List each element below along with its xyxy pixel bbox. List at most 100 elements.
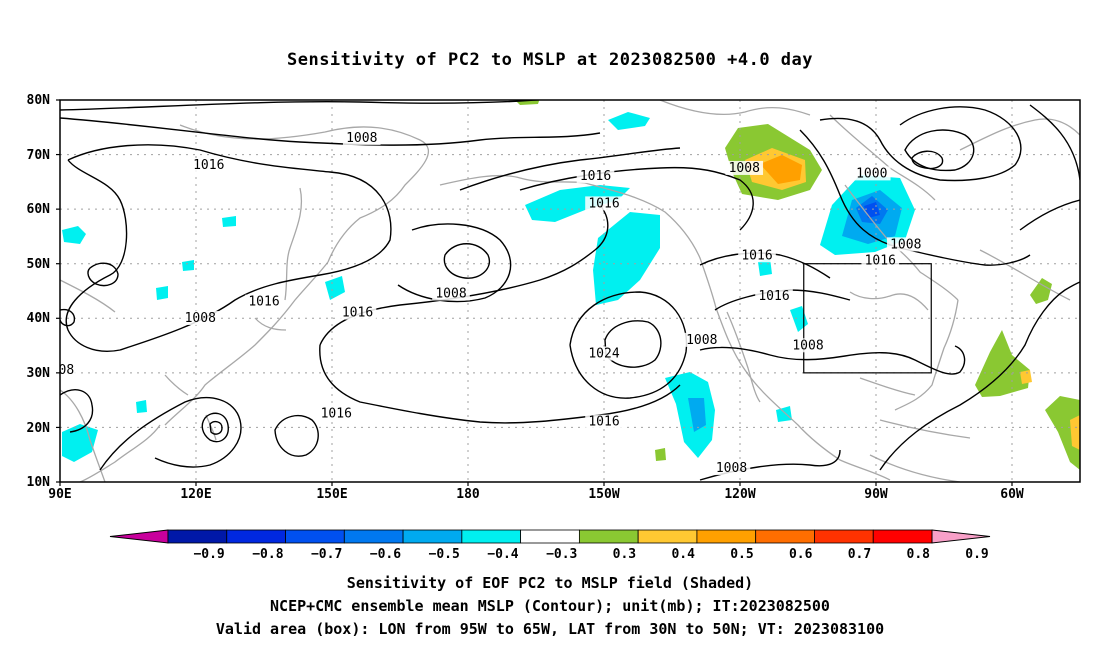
negative-sensitivity-area: [136, 400, 147, 413]
contour-label-background: [585, 414, 623, 429]
caption-valid-area: Valid area (box): LON from 95W to 65W, L…: [215, 620, 885, 638]
contour-label-background: [725, 160, 764, 175]
lat-label: 20N: [27, 421, 51, 436]
colorbar-swatch: [343, 529, 404, 544]
contour-label-background: [189, 158, 228, 173]
contour-label-background: [886, 237, 925, 252]
contour-label: 1008: [792, 338, 823, 353]
contour-label: 1016: [193, 158, 224, 173]
contour-label: 1008: [716, 461, 747, 476]
colorbar-swatch: [755, 529, 815, 544]
colorbar-label: −0.5: [429, 547, 460, 562]
caption-contour: NCEP+CMC ensemble mean MSLP (Contour); u…: [270, 597, 830, 615]
colorbar-swatch: [226, 529, 286, 544]
lat-label: 80N: [27, 93, 51, 108]
contour-label: 1016: [342, 306, 373, 321]
lon-label: 90E: [48, 487, 71, 502]
contour-label: 1008: [686, 333, 717, 348]
contour-label-background: [245, 294, 283, 309]
contour-label: 1008: [890, 237, 921, 252]
colorbar-swatch: [461, 529, 522, 544]
colorbar-swatch: [520, 529, 580, 544]
negative-sensitivity-area: [525, 185, 630, 222]
contour-label-background: [181, 311, 220, 326]
negative-sensitivity-area: [222, 216, 236, 227]
contour-label: 1016: [580, 169, 611, 184]
contour-label: 1008: [435, 286, 466, 301]
lat-label: 10N: [27, 475, 51, 490]
negative-sensitivity-area: [62, 226, 86, 244]
contour-label-background: [861, 253, 900, 268]
lat-label: 60N: [27, 202, 51, 217]
positive-sensitivity-area: [760, 155, 802, 184]
lon-label: 60W: [1000, 487, 1024, 502]
coastlines: [60, 100, 1080, 482]
contour-label-background: [432, 286, 470, 301]
lon-label: 180: [456, 487, 480, 502]
colorbar-label: 0.3: [613, 547, 636, 562]
negative-sensitivity-area: [62, 424, 98, 462]
contour-label-background: [317, 406, 356, 421]
map-plot-area: 1008 1016 1016 1016 1008 1000 1008 1016 1016 1016…: [59, 100, 1080, 482]
lat-label: 40N: [27, 311, 51, 326]
colorbar-high-extension: [931, 529, 991, 544]
negative-sensitivity-area: [758, 258, 772, 276]
negative-sensitivity-area: [665, 372, 715, 458]
colorbar-labels: −0.9 −0.8 −0.7 −0.6 −0.5 −0.4 −0.3 0.3 0.4 0.5 0.6…: [193, 547, 988, 562]
colorbar-swatch: [578, 529, 639, 544]
contour-labels: 1008 1016 1016 1016 1008 1000 1008 1016 1016 1016…: [59, 130, 925, 476]
colorbar-swatch: [872, 529, 933, 544]
contour-label: 1016: [741, 248, 772, 263]
colorbar-label: 0.7: [848, 547, 871, 562]
colorbar-label: 0.4: [671, 547, 695, 562]
colorbar-swatch: [696, 529, 757, 544]
positive-sensitivity-area: [1030, 278, 1052, 304]
contour-label-background: [789, 338, 827, 353]
map-frame: [59, 99, 1081, 483]
negative-sensitivity-area: [593, 212, 660, 305]
negative-sensitivity-area: [156, 286, 168, 300]
colorbar-label: −0.4: [487, 547, 518, 562]
colorbar-label: 0.8: [907, 547, 931, 562]
contour-label-background: [338, 305, 377, 320]
colorbar-swatch: [167, 529, 228, 544]
contour-label: 1016: [321, 407, 352, 422]
caption-shading: Sensitivity of EOF PC2 to MSLP field (Sh…: [346, 574, 754, 592]
colorbar-label: 0.6: [789, 547, 813, 562]
colorbar-swatch: [814, 529, 874, 544]
lon-label: 120W: [724, 487, 755, 502]
colorbar-label: 0.9: [965, 547, 988, 562]
contour-label: 1016: [758, 289, 789, 304]
colorbar-low-extension: [109, 529, 169, 544]
contour-label-background: [576, 169, 615, 184]
valid-area-box: [803, 263, 932, 374]
negative-sensitivity-area: [688, 398, 706, 432]
contour-label: 1008: [729, 161, 760, 176]
contour-label-background: [342, 130, 381, 145]
positive-sensitivity-area: [655, 448, 666, 461]
lat-label: 70N: [27, 148, 51, 163]
lat-label: 50N: [27, 257, 51, 272]
contour-label: 1016: [248, 295, 279, 310]
colorbar-label: −0.3: [546, 547, 577, 562]
contour-label-background: [852, 166, 891, 181]
contour-label-background: [738, 248, 776, 263]
lat-label: 30N: [27, 366, 51, 381]
contour-label: 1016: [588, 196, 619, 211]
colorbar-label: −0.6: [370, 547, 401, 562]
contour-label-background: [585, 196, 623, 211]
positive-sensitivity-area: [1020, 370, 1032, 384]
colorbar-label: 0.5: [730, 547, 753, 562]
negative-sensitivity-area: [790, 306, 808, 332]
negative-sensitivity-area: [182, 260, 194, 271]
lon-label: 90W: [864, 487, 888, 502]
contour-label-background: [585, 346, 623, 361]
colorbar-swatch: [285, 529, 345, 544]
contour-label-background: [682, 332, 721, 347]
contour-label: 08: [59, 363, 75, 378]
negative-sensitivity-area: [325, 276, 345, 300]
positive-sensitivity-area: [1070, 415, 1080, 450]
colorbar-label: −0.9: [193, 547, 224, 562]
lon-label: 150E: [316, 487, 347, 502]
